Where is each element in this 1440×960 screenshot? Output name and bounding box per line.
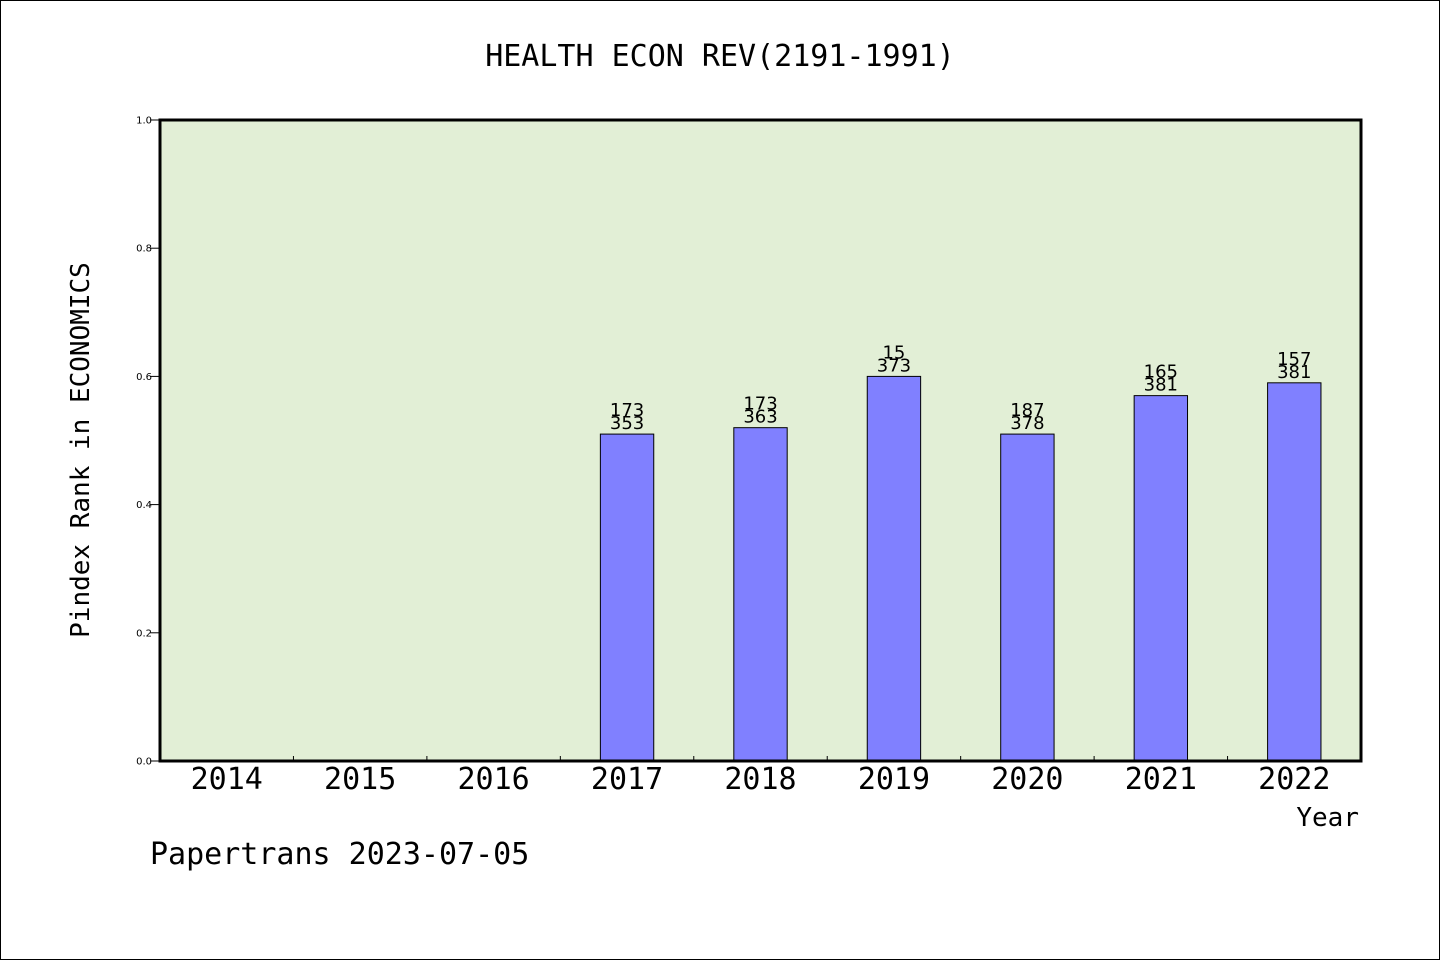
footer-credit: Papertrans 2023-07-05 xyxy=(150,837,529,872)
bar-label-top: 173 xyxy=(610,400,644,421)
x-tick-label: 2020 xyxy=(991,762,1063,797)
plot-border xyxy=(158,118,1363,763)
y-tick-label: 0.8 xyxy=(136,244,152,255)
bar-2021 xyxy=(1133,395,1189,762)
x-tick-label: 2018 xyxy=(724,762,796,797)
chart-title: HEALTH ECON REV(2191-1991) xyxy=(485,39,955,74)
bar-label-top: 165 xyxy=(1144,362,1178,383)
bar-label-bottom: 363 xyxy=(743,407,777,428)
y-tick-label: 0.0 xyxy=(136,757,152,768)
x-tick-label: 2022 xyxy=(1258,762,1330,797)
x-axis-ticks: 2014 2015 2016 2017 2018 2019 2020 2021 2022 xyxy=(191,756,1330,797)
x-tick-label: 2016 xyxy=(457,762,529,797)
bar-2022 xyxy=(1267,382,1322,762)
bar-label-top: 187 xyxy=(1010,400,1044,421)
x-tick-label: 2015 xyxy=(324,762,396,797)
y-axis-label: Pindex Rank in ECONOMICS xyxy=(66,262,96,638)
bar-label-top: 173 xyxy=(743,394,777,415)
y-axis-ticks: 0.0 0.2 0.4 0.6 0.8 1.0 xyxy=(136,116,160,768)
bar-label-bottom: 353 xyxy=(610,413,644,434)
bar-label-top: 15 xyxy=(882,342,905,363)
y-tick-label: 0.6 xyxy=(136,372,152,383)
x-tick-label: 2021 xyxy=(1125,762,1197,797)
x-tick-label: 2014 xyxy=(191,762,263,797)
bar-2017 xyxy=(599,433,655,762)
bar-label-top: 157 xyxy=(1277,349,1311,370)
bar-label-bottom: 373 xyxy=(877,355,911,376)
bar-2019 xyxy=(866,375,922,762)
bar-2018 xyxy=(733,427,788,762)
bar-label-bottom: 381 xyxy=(1144,375,1178,396)
bar-label-bottom: 381 xyxy=(1277,362,1311,383)
bar-label-bottom: 378 xyxy=(1010,413,1044,434)
bar-2020 xyxy=(1000,433,1055,762)
x-tick-label: 2019 xyxy=(858,762,930,797)
x-axis-label: Year xyxy=(1296,803,1359,833)
x-tick-label: 2017 xyxy=(591,762,663,797)
y-tick-label: 1.0 xyxy=(136,116,152,127)
y-tick-label: 0.2 xyxy=(136,628,152,639)
y-tick-label: 0.4 xyxy=(136,500,152,511)
